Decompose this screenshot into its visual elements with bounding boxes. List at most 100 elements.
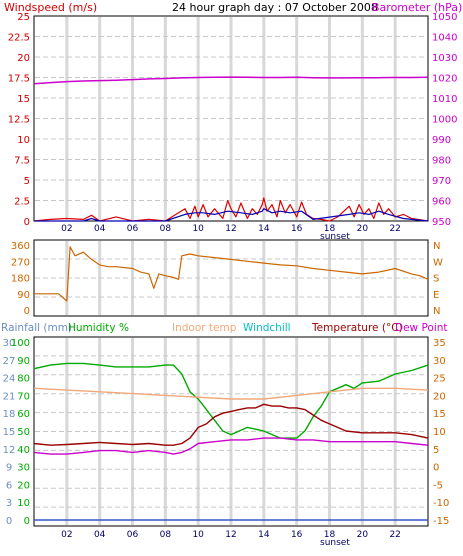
windspeed-axis-label: Windspeed (m/s) [4, 1, 97, 14]
x-tick-label: 20 [357, 224, 369, 234]
tick-label: -15 [433, 516, 449, 527]
tick-label: 960 [432, 197, 451, 208]
temperature-axis: 35 30 25 20 15 10 5 0 -5 -10 -15 [433, 338, 449, 527]
tick-label: 20 [17, 53, 30, 64]
tick-label: 990 [432, 135, 451, 146]
tick-label: 1020 [432, 74, 457, 85]
tick-label: 0 [24, 306, 30, 317]
tick-label: E [433, 290, 439, 301]
temperature-line [33, 403, 429, 446]
wind-direction-series [34, 246, 429, 302]
temperature-grid [35, 338, 427, 525]
legend-dew-point: Dew Point [395, 322, 448, 334]
tick-label: 2.5 [14, 197, 30, 208]
tick-label: 17.5 [8, 74, 30, 85]
tick-label: -5 [433, 480, 443, 491]
tick-label: 60 [17, 409, 30, 420]
x-tick-label: 06 [127, 530, 139, 540]
tick-label: 90 [17, 290, 30, 301]
tick-label: 1050 [432, 12, 457, 23]
tick-label: 5 [433, 445, 439, 456]
tick-label: 9 [6, 463, 12, 474]
tick-label: 21 [3, 391, 16, 402]
x-tick-label: 12 [225, 224, 236, 234]
tick-label: 980 [432, 156, 451, 167]
tick-label: 1000 [432, 115, 457, 126]
tick-label: S [433, 274, 439, 285]
wind-baro-series [33, 76, 429, 222]
barometer-line [33, 76, 429, 85]
wind-average-line [34, 208, 429, 222]
tick-label: 27 [3, 356, 16, 367]
temperature-legend: Rainfall (mm) Humidity % Indoor temp Win… [1, 322, 448, 334]
tick-label: 10 [17, 498, 30, 509]
tick-label: 15 [433, 409, 446, 420]
tick-label: 0 [433, 463, 439, 474]
x-tick-label: 10 [192, 224, 204, 234]
tick-label: W [433, 257, 443, 268]
indoor-temp-line [33, 387, 429, 400]
x-tick-label: 04 [94, 224, 106, 234]
legend-rainfall: Rainfall (mm) [1, 322, 72, 334]
x-tick-label: 18 [324, 224, 336, 234]
tick-label: 30 [17, 463, 30, 474]
tick-label: 7.5 [14, 156, 30, 167]
x-tick-label: 22 [389, 224, 400, 234]
tick-label: 12 [3, 445, 16, 456]
tick-label: 1030 [432, 53, 457, 64]
tick-label: 270 [11, 257, 30, 268]
tick-label: 360 [11, 241, 30, 252]
tick-label: 15 [17, 94, 30, 105]
legend-humidity: Humidity % [68, 322, 129, 334]
legend-windchill: Windchill [243, 322, 291, 334]
tick-label: 3 [6, 498, 12, 509]
x-tick-label: 14 [258, 530, 270, 540]
tick-label: 40 [17, 445, 30, 456]
tick-label: 90 [17, 356, 30, 367]
x-tick-label: 16 [291, 530, 303, 540]
barometer-axis: 1050 1040 1030 1020 1010 1000 990 980 970 960 950 [432, 12, 457, 228]
x-tick-label: 18 [324, 530, 336, 540]
tick-label: 100 [11, 338, 30, 349]
wind-direction-grid [35, 241, 427, 315]
tick-label: 12.5 [8, 115, 30, 126]
tick-label: 30 [433, 356, 446, 367]
tick-label: 180 [11, 274, 30, 285]
tick-label: 0 [24, 516, 30, 527]
dew-point-line [33, 437, 429, 455]
x-tick-label: 16 [291, 224, 303, 234]
tick-label: 6 [6, 480, 12, 491]
x-tick-label: 14 [258, 224, 270, 234]
sunset-label: sunset [320, 232, 350, 242]
tick-label: 35 [433, 338, 446, 349]
tick-label: 24 [3, 374, 16, 385]
x-tick-label: 02 [61, 224, 72, 234]
tick-label: 970 [432, 176, 451, 187]
tick-label: 15 [3, 427, 16, 438]
x-tick-label: 08 [160, 530, 172, 540]
temperature-series [33, 362, 429, 521]
windspeed-axis: 25 22.5 20 17.5 15 12.5 10 7.5 5 2.5 0 [8, 12, 30, 228]
legend-indoor-temp: Indoor temp [172, 322, 237, 334]
wind-baro-x-axis: 02 04 06 08 10 12 14 16 18 20 22 [61, 224, 401, 234]
tick-label: 25 [17, 12, 30, 23]
tick-label: 1010 [432, 94, 457, 105]
wind-direction-line [34, 246, 429, 302]
wind-baro-grid [35, 17, 427, 220]
wind-direction-degree-axis: 360 270 180 90 0 [11, 241, 30, 317]
tick-label: 20 [17, 480, 30, 491]
x-tick-label: 20 [357, 530, 369, 540]
tick-label: N [433, 306, 440, 317]
tick-label: 5 [24, 176, 30, 187]
tick-label: 25 [433, 374, 446, 385]
x-tick-label: 10 [192, 530, 204, 540]
tick-label: 50 [17, 427, 30, 438]
barometer-axis-label: Barometer (hPa) [372, 1, 462, 14]
x-tick-label: 02 [61, 530, 72, 540]
